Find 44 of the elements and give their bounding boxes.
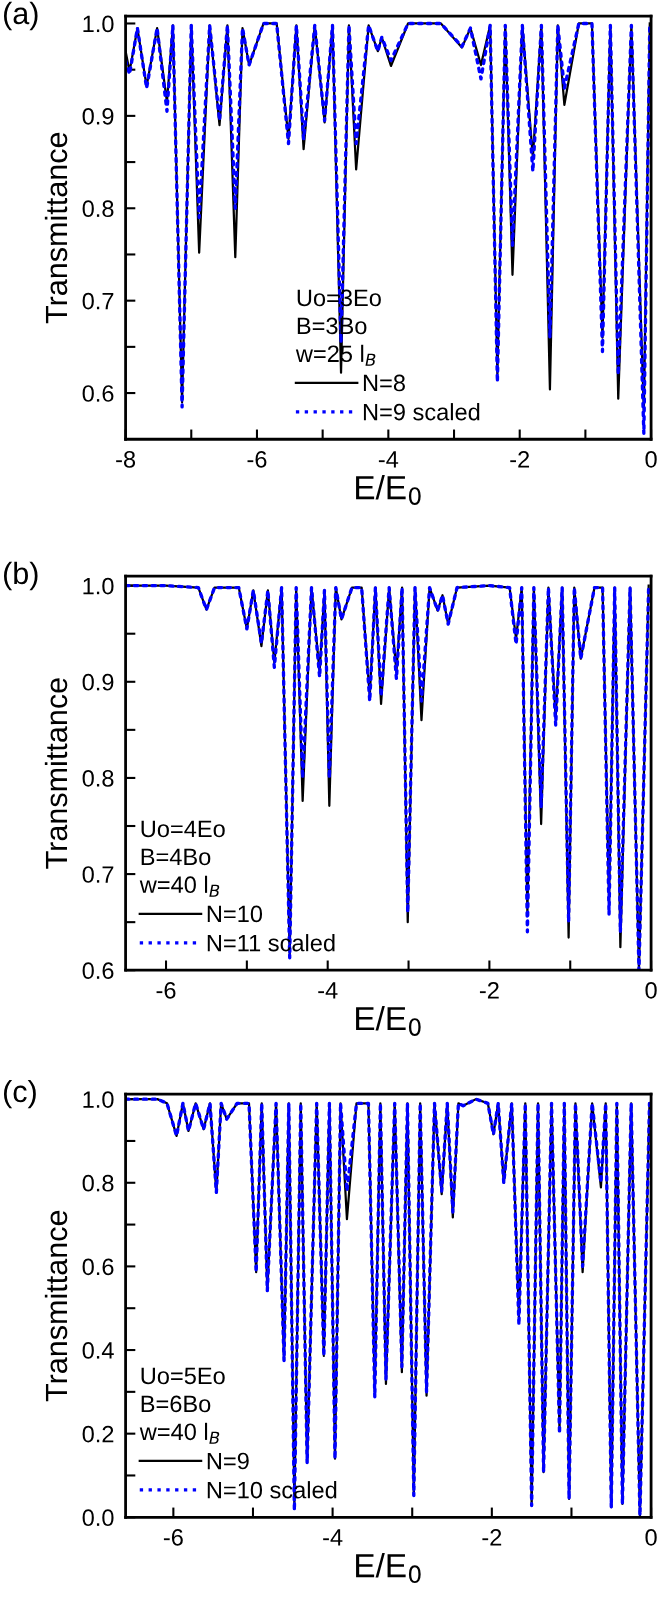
x-axis-title: E/E$_{0}$ xyxy=(356,1005,421,1036)
y-axis-title: Transmittance xyxy=(44,678,68,869)
x-tick-label: -2 xyxy=(479,981,499,999)
y-axis-title: Transmittance xyxy=(44,1210,68,1402)
x-axis-title: E/E$_{0}$ xyxy=(356,474,421,505)
chart-title: (b) xyxy=(3,561,38,591)
x-tick-label: -6 xyxy=(247,450,267,468)
x-tick-label: -4 xyxy=(378,451,399,468)
chart-title: (c) xyxy=(3,1079,36,1109)
y-tick-label: 0.6 xyxy=(82,385,114,402)
chart-title: (a) xyxy=(3,1,38,31)
y-tick-label: 1.0 xyxy=(83,577,114,595)
legend-label: N=8 xyxy=(363,374,405,392)
x-tick-label: -6 xyxy=(156,981,176,999)
legend-label: N=9 xyxy=(207,1452,249,1470)
x-tick-label: -4 xyxy=(323,1529,343,1546)
legend-title: Uo=5Eo B=6Bo w=40 l$_{B}$ xyxy=(139,1367,225,1444)
x-tick-label: -4 xyxy=(318,982,338,999)
x-tick-label: 0 xyxy=(645,450,657,468)
y-tick-label: 1.0 xyxy=(83,15,114,33)
y-tick-label: 0.8 xyxy=(82,1174,114,1192)
y-tick-label: 0.6 xyxy=(82,962,114,980)
y-axis-title: Transmittance xyxy=(44,132,68,324)
y-tick-label: 0.9 xyxy=(82,107,114,125)
y-tick-label: 0.8 xyxy=(82,200,114,218)
y-tick-label: 0.7 xyxy=(82,292,114,310)
legend-label: N=10 xyxy=(207,905,263,923)
x-tick-label: 0 xyxy=(645,1529,657,1546)
y-tick-label: 1.0 xyxy=(83,1091,114,1108)
y-tick-label: 0.8 xyxy=(82,770,114,787)
y-tick-label: 0.7 xyxy=(82,866,114,883)
legend-label: N=9 scaled xyxy=(363,403,480,421)
y-tick-label: 0.4 xyxy=(82,1342,114,1359)
x-tick-label: -6 xyxy=(163,1529,183,1546)
x-tick-label: -2 xyxy=(482,1529,502,1546)
x-tick-label: -8 xyxy=(116,450,136,468)
x-tick-label: 0 xyxy=(645,981,657,999)
legend-title: Uo=4Eo B=4Bo w=40 l$_{B}$ xyxy=(139,820,225,897)
y-tick-label: 0.2 xyxy=(82,1425,114,1443)
y-tick-label: 0.9 xyxy=(82,673,114,691)
y-tick-label: 0.0 xyxy=(82,1509,114,1527)
x-tick-label: -2 xyxy=(510,450,530,468)
y-tick-label: 0.6 xyxy=(82,1258,114,1276)
x-axis-title: E/E$_{0}$ xyxy=(356,1553,421,1583)
